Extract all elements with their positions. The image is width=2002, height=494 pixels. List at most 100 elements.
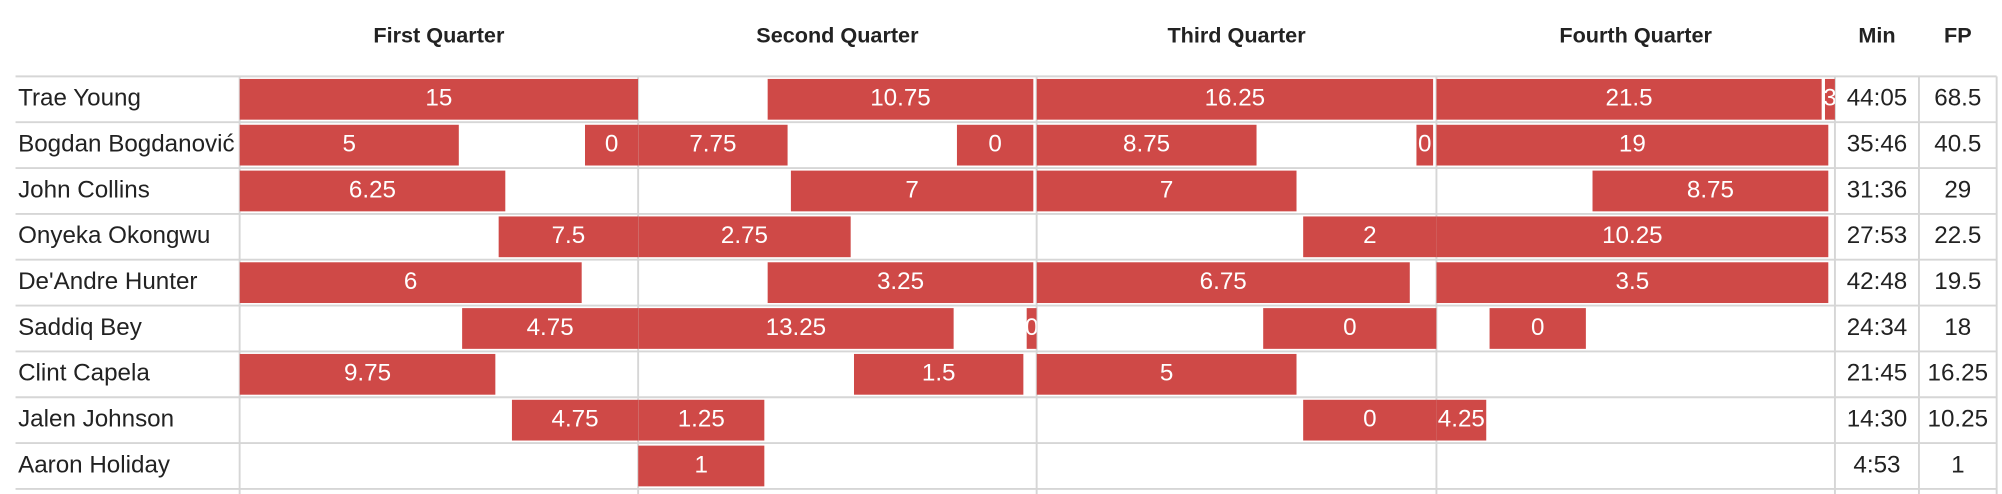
stint-fp: 0 <box>988 131 1001 158</box>
stint-fp: 6 <box>404 268 417 295</box>
table-content: First Quarter Second Quarter Third Quarter… <box>18 23 1988 487</box>
player-name: Trae Young <box>18 85 141 112</box>
quarter-cell: 13.25 0 <box>638 308 1038 349</box>
stint-fp: 3.25 <box>877 268 924 295</box>
fantasy-points: 16.25 <box>1928 360 1989 387</box>
player-name: Jalen Johnson <box>18 406 174 433</box>
stint-fp: 2 <box>1363 222 1376 249</box>
player-name: Bogdan Bogdanović <box>18 131 235 158</box>
stint-bar <box>1303 399 1437 441</box>
quarter-cell: 7.75 0 <box>638 124 1034 166</box>
stint-bar <box>638 124 788 166</box>
stint-bar <box>638 216 851 258</box>
minutes: 4:53 <box>1853 451 1900 478</box>
stint-fp: 3.5 <box>1616 268 1650 295</box>
stint-bar <box>767 78 1034 120</box>
player-name: Saddiq Bey <box>18 314 143 341</box>
quarter-header: Fourth Quarter <box>1559 23 1712 48</box>
stint-bar <box>1824 78 1835 120</box>
stint-bar <box>1036 124 1257 166</box>
min-header: Min <box>1858 23 1895 48</box>
stint-bar <box>585 124 639 166</box>
stint-bar <box>511 399 639 441</box>
quarter-header: Second Quarter <box>756 23 919 48</box>
stint-fp: 0 <box>1343 314 1356 341</box>
quarter-cell: 0 <box>1489 308 1586 349</box>
stint-fp: 0 <box>1025 314 1038 341</box>
stint-fp: 21.5 <box>1606 85 1653 112</box>
stint-fp: 13.25 <box>766 314 827 341</box>
stint-fp: 3 <box>1823 85 1836 112</box>
stint-fp: 7 <box>1160 176 1173 203</box>
stint-bar <box>1036 353 1297 395</box>
stint-fp: 4.75 <box>552 406 599 433</box>
stint-bar <box>1036 262 1410 304</box>
stint-fp: 16.25 <box>1205 85 1266 112</box>
stint-fp: 6.75 <box>1200 268 1247 295</box>
stint-fp: 10.25 <box>1602 222 1663 249</box>
quarter-cell: 5 <box>1036 353 1297 395</box>
quarter-cell: 8.75 0 <box>1036 124 1434 166</box>
quarter-cell: 3.25 <box>767 262 1034 304</box>
quarter-cell: 9.75 <box>239 353 496 395</box>
player-name: Onyeka Okongwu <box>18 222 210 249</box>
stint-fp: 0 <box>605 131 618 158</box>
stint-bar <box>767 262 1034 304</box>
stint-bar <box>498 216 639 258</box>
stint-bar <box>1436 216 1829 258</box>
stint-fp: 9.75 <box>344 360 391 387</box>
stint-bar <box>239 124 459 166</box>
stint-bar <box>1026 308 1037 349</box>
stint-fp: 0 <box>1418 131 1431 158</box>
stint-bar <box>956 124 1034 166</box>
quarter-cell: 2 <box>1303 216 1437 258</box>
stint-bar <box>1436 124 1829 166</box>
quarter-cell: 7 <box>790 170 1034 212</box>
stint-bar <box>1436 262 1829 304</box>
quarter-cell: 4.25 <box>1436 399 1487 441</box>
stint-bar <box>1303 216 1437 258</box>
stint-bar <box>239 262 582 304</box>
quarter-cell: 16.25 <box>1036 78 1434 120</box>
fantasy-points: 29 <box>1944 176 1971 203</box>
quarter-cell: 0 <box>1303 399 1437 441</box>
fantasy-points: 22.5 <box>1934 222 1981 249</box>
quarter-cell: 10.25 <box>1436 216 1829 258</box>
stint-fp: 1.25 <box>678 406 725 433</box>
stint-bar <box>462 308 639 349</box>
quarter-cell: 1 <box>638 445 765 487</box>
stint-bar <box>1436 399 1487 441</box>
stint-fp: 7.75 <box>689 131 736 158</box>
player-name: Clint Capela <box>18 360 150 387</box>
minutes: 35:46 <box>1847 131 1908 158</box>
stint-bar <box>790 170 1034 212</box>
stint-fp: 8.75 <box>1687 176 1734 203</box>
stint-fp: 4.75 <box>527 314 574 341</box>
quarter-cell: 4.75 <box>511 399 639 441</box>
stint-bar <box>1592 170 1829 212</box>
stint-bar <box>239 353 496 395</box>
fantasy-points: 1 <box>1951 451 1964 478</box>
fantasy-points: 40.5 <box>1934 131 1981 158</box>
stint-fp: 1.5 <box>922 360 956 387</box>
fantasy-points: 18 <box>1944 314 1971 341</box>
stint-fp: 6.25 <box>349 176 396 203</box>
fantasy-points: 10.25 <box>1928 406 1989 433</box>
minutes: 14:30 <box>1847 406 1908 433</box>
minutes: 27:53 <box>1847 222 1908 249</box>
stint-fp: 15 <box>425 85 452 112</box>
quarter-cell: 6 <box>239 262 582 304</box>
stint-bar <box>1036 170 1297 212</box>
stint-bar <box>1436 78 1822 120</box>
minutes: 24:34 <box>1847 314 1908 341</box>
stint-fp: 1 <box>695 451 708 478</box>
quarter-cell: 19 <box>1436 124 1829 166</box>
quarter-cell: 6.25 <box>239 170 506 212</box>
quarter-cell: 0 <box>1263 308 1437 349</box>
quarter-cell: 10.75 <box>767 78 1034 120</box>
quarter-cell: 1.5 <box>853 353 1024 395</box>
stint-fp: 4.25 <box>1438 406 1485 433</box>
stint-bar <box>239 170 506 212</box>
